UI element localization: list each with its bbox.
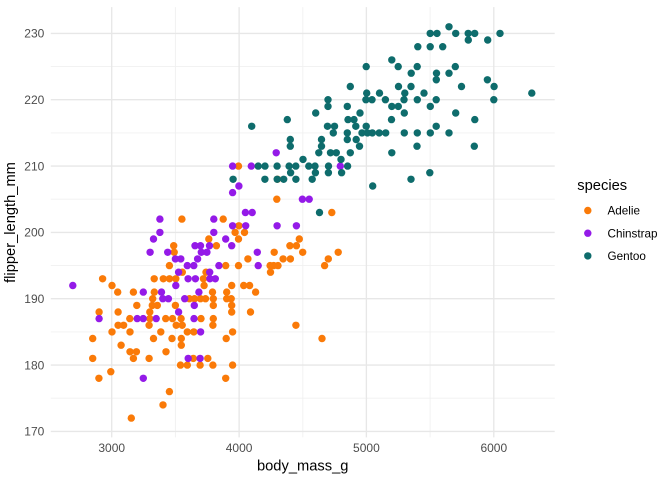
svg-text:Adelie: Adelie (608, 205, 641, 218)
svg-text:190: 190 (24, 292, 44, 306)
svg-text:Gentoo: Gentoo (608, 250, 647, 263)
svg-text:Chinstrap: Chinstrap (608, 227, 659, 240)
svg-text:5000: 5000 (353, 441, 380, 455)
svg-text:230: 230 (24, 27, 44, 41)
svg-text:4000: 4000 (226, 441, 253, 455)
svg-text:6000: 6000 (480, 441, 507, 455)
svg-text:210: 210 (24, 159, 44, 173)
svg-text:body_mass_g: body_mass_g (257, 458, 348, 474)
svg-text:3000: 3000 (98, 441, 125, 455)
svg-text:species: species (577, 178, 627, 194)
svg-text:220: 220 (24, 93, 44, 107)
svg-text:170: 170 (24, 425, 44, 439)
svg-text:flipper_length_mm: flipper_length_mm (3, 162, 19, 283)
svg-text:180: 180 (24, 358, 44, 372)
svg-text:200: 200 (24, 226, 44, 240)
